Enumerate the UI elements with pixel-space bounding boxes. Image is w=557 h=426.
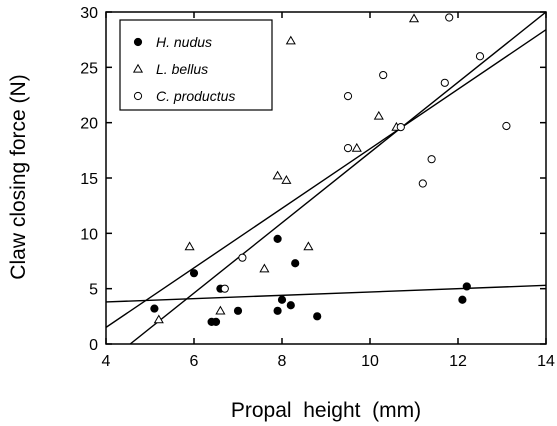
- y-axis-title: Claw closing force (N): [7, 74, 30, 279]
- point-lbellus: [410, 14, 418, 21]
- point-cproductus: [503, 122, 510, 129]
- point-hnudus: [274, 307, 281, 314]
- x-tick-label: 14: [537, 353, 555, 370]
- x-tick-label: 12: [449, 353, 467, 370]
- point-lbellus: [304, 242, 312, 249]
- point-cproductus: [344, 145, 351, 152]
- point-cproductus: [419, 180, 426, 187]
- point-lbellus: [273, 172, 281, 179]
- point-lbellus: [375, 112, 383, 119]
- point-hnudus: [459, 296, 466, 303]
- point-cproductus: [441, 79, 448, 86]
- point-hnudus: [212, 318, 219, 325]
- point-hnudus: [463, 283, 470, 290]
- point-lbellus: [216, 307, 224, 314]
- point-hnudus: [314, 313, 321, 320]
- point-cproductus: [380, 71, 387, 78]
- point-hnudus: [190, 270, 197, 277]
- x-tick-label: 10: [361, 353, 379, 370]
- point-lbellus: [260, 265, 268, 272]
- legend-marker-hnudus: [134, 38, 141, 45]
- legend-label-cproductus: C. productus: [156, 88, 235, 104]
- y-tick-label: 5: [89, 282, 98, 299]
- legend-marker-cproductus: [134, 92, 141, 99]
- legend: H. nudus L. bellus C. productus: [120, 20, 272, 110]
- point-cproductus: [239, 254, 246, 261]
- point-lbellus: [353, 144, 361, 151]
- point-cproductus: [397, 123, 404, 130]
- x-tick-label: 6: [190, 353, 199, 370]
- point-cproductus: [446, 14, 453, 21]
- x-tick-label: 8: [278, 353, 287, 370]
- x-tick-label: 4: [102, 353, 111, 370]
- point-cproductus: [428, 156, 435, 163]
- y-tick-label: 10: [80, 226, 98, 243]
- legend-label-hnudus: H. nudus: [156, 34, 212, 50]
- y-tick-label: 30: [80, 5, 98, 22]
- y-tick-label: 25: [80, 60, 98, 77]
- point-hnudus: [234, 307, 241, 314]
- point-lbellus: [185, 242, 193, 249]
- point-lbellus: [282, 176, 290, 183]
- point-lbellus: [287, 37, 295, 44]
- y-tick-label: 0: [89, 337, 98, 354]
- y-tick-label: 15: [80, 171, 98, 188]
- fit-line-hnudus: [106, 285, 546, 302]
- point-cproductus: [221, 285, 228, 292]
- legend-label-lbellus: L. bellus: [156, 61, 208, 77]
- point-hnudus: [151, 305, 158, 312]
- point-hnudus: [292, 260, 299, 267]
- point-hnudus: [278, 296, 285, 303]
- point-cproductus: [344, 93, 351, 100]
- y-tick-label: 20: [80, 116, 98, 133]
- x-axis-title: Propal height (mm): [231, 399, 421, 422]
- point-hnudus: [274, 235, 281, 242]
- point-hnudus: [287, 302, 294, 309]
- point-cproductus: [476, 53, 483, 60]
